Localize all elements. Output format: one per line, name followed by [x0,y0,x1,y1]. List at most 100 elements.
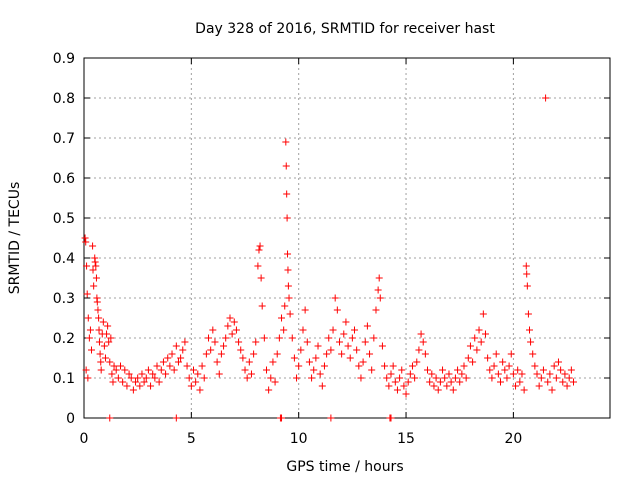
chart-title: Day 328 of 2016, SRMTID for receiver has… [195,21,495,37]
data-point [305,358,313,366]
data-point [351,326,359,334]
data-point [375,274,383,282]
data-point [378,342,386,350]
data-point [83,290,91,298]
data-point [271,378,279,386]
data-point [443,382,451,390]
data-point [243,374,251,382]
data-point [535,382,543,390]
data-point [512,382,520,390]
data-point [393,386,401,394]
data-point [548,386,556,394]
data-point [273,350,281,358]
data-point [421,350,429,358]
data-point [285,294,293,302]
y-tick-label: 0.2 [53,331,75,347]
x-tick-label: 20 [504,431,522,447]
data-point [121,366,129,374]
data-point [525,326,533,334]
data-point [179,346,187,354]
data-point [441,374,449,382]
data-point [107,334,115,342]
data-point [293,374,301,382]
data-point [265,386,273,394]
data-point [303,338,311,346]
data-point [144,366,152,374]
x-axis-label: GPS time / hours [286,459,403,475]
data-point [312,354,320,362]
data-point [213,358,221,366]
data-point [198,362,206,370]
data-point [88,346,96,354]
data-point [256,242,264,250]
data-point [239,354,247,362]
data-point [89,242,97,250]
data-point [217,350,225,358]
data-point [486,366,494,374]
y-tick-label: 0.1 [53,371,75,387]
data-point [398,366,406,374]
data-point [383,374,391,382]
data-point [93,298,101,306]
data-point [353,346,361,354]
data-point [331,294,339,302]
data-point [445,370,453,378]
data-point [539,366,547,374]
data-point [554,358,562,366]
data-point [389,362,397,370]
data-point [247,370,255,378]
data-point [94,306,102,314]
data-point [228,330,236,338]
data-point [490,362,498,370]
data-point [136,382,144,390]
data-point [342,318,350,326]
data-point [157,366,165,374]
y-tick-label: 0.5 [53,211,75,227]
data-point [224,322,232,330]
data-point [172,414,180,422]
data-point [215,370,223,378]
data-point [164,354,172,362]
data-point [492,350,500,358]
data-point [142,374,150,382]
data-point [112,366,120,374]
data-point [260,334,268,342]
data-point [537,374,545,382]
data-point [456,378,464,386]
x-tick-label: 10 [290,431,308,447]
data-point [509,370,517,378]
data-point [376,294,384,302]
data-point [454,366,462,374]
data-point [514,366,522,374]
data-point [348,334,356,342]
data-points [81,94,578,422]
data-point [288,334,296,342]
data-point [235,338,243,346]
data-point [119,378,127,386]
data-point [518,370,526,378]
y-tick-label: 0.8 [53,91,75,107]
data-point [346,354,354,362]
data-point [168,350,176,358]
data-point [327,414,335,422]
data-point [335,338,343,346]
data-point [524,310,532,318]
data-point [108,370,116,378]
axis-ticks [83,57,610,419]
y-tick-label: 0.9 [53,51,75,67]
data-point [153,362,161,370]
data-point [340,330,348,338]
data-point [316,370,324,378]
data-point [426,378,434,386]
data-point [552,374,560,382]
grid-lines [84,58,610,418]
data-point [181,338,189,346]
data-point [109,378,117,386]
data-point [464,354,472,362]
data-point [92,274,100,282]
data-point [475,326,483,334]
data-point [550,362,558,370]
data-point [366,350,374,358]
data-point [523,270,531,278]
